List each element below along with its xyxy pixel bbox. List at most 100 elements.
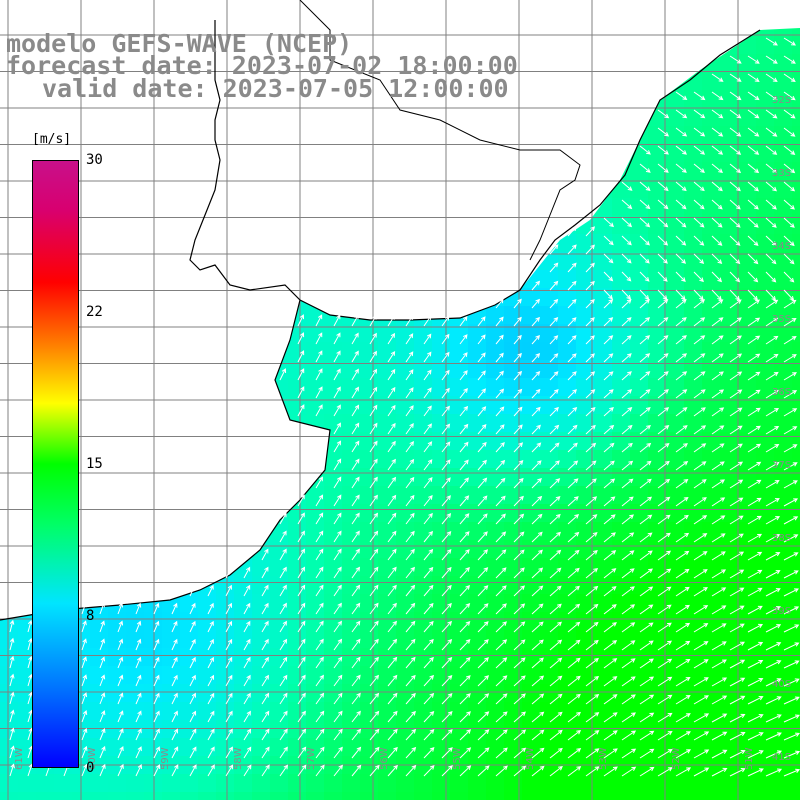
wind-arrow — [423, 584, 434, 597]
wind-arrow — [783, 372, 797, 381]
wind-arrow — [765, 335, 779, 345]
wind-arrow — [585, 353, 595, 363]
wind-cell — [342, 522, 361, 541]
wind-arrow — [693, 731, 710, 741]
wind-cell — [720, 612, 739, 631]
wind-cell — [558, 684, 577, 703]
wind-cell — [720, 774, 739, 793]
wind-cell — [684, 792, 703, 800]
wind-arrow — [567, 657, 581, 669]
wind-arrow — [243, 620, 251, 633]
wind-arrow — [279, 764, 289, 777]
wind-cell — [0, 702, 19, 721]
wind-arrow — [405, 476, 415, 489]
wind-arrow — [693, 335, 706, 345]
wind-cell — [450, 666, 469, 685]
wind-arrow — [351, 332, 359, 345]
wind-arrow — [99, 656, 106, 669]
wind-cell — [648, 648, 667, 667]
wind-cell — [756, 234, 775, 253]
wind-arrow — [765, 371, 779, 381]
wind-cell — [450, 324, 469, 343]
wind-arrow — [459, 729, 472, 741]
wind-cell — [360, 522, 379, 541]
wind-cell — [504, 360, 523, 379]
wind-cell — [504, 630, 523, 649]
wind-arrow — [171, 692, 178, 705]
wind-arrow — [549, 549, 562, 561]
wind-cell — [504, 576, 523, 595]
wind-arrow — [387, 566, 397, 579]
wind-arrow — [765, 588, 781, 597]
wind-arrow — [657, 568, 672, 579]
wind-arrow — [405, 333, 414, 345]
wind-cell — [432, 396, 451, 415]
wind-cell — [576, 774, 595, 793]
wind-arrow — [621, 271, 632, 282]
wind-arrow — [297, 584, 306, 597]
wind-arrow — [765, 91, 778, 101]
wind-cell — [684, 378, 703, 397]
wind-cell — [234, 648, 253, 667]
wind-arrow — [639, 181, 651, 192]
wind-arrow — [675, 335, 687, 345]
wind-cell — [576, 594, 595, 613]
wind-cell — [630, 792, 649, 800]
wind-cell — [36, 792, 55, 800]
wind-cell — [144, 612, 163, 631]
wind-arrow — [585, 280, 595, 291]
wind-cell — [288, 342, 307, 361]
wind-arrow — [387, 404, 396, 417]
wind-arrow — [441, 584, 452, 597]
wind-cell — [720, 252, 739, 271]
wind-arrow — [693, 605, 709, 615]
wind-arrow — [531, 747, 545, 759]
wind-arrow — [603, 271, 614, 282]
wind-cell — [612, 702, 631, 721]
wind-arrow — [729, 569, 745, 579]
wind-cell — [432, 450, 451, 469]
wind-cell — [774, 126, 793, 145]
wind-cell — [360, 612, 379, 631]
wind-cell — [396, 594, 415, 613]
wind-arrow — [9, 655, 15, 669]
wind-cell — [540, 486, 559, 505]
wind-arrow — [441, 333, 450, 345]
wind-arrow — [765, 289, 777, 301]
wind-arrow — [297, 386, 305, 399]
wind-cell — [468, 612, 487, 631]
wind-arrow — [657, 181, 669, 192]
wind-arrow — [531, 316, 540, 327]
wind-arrow — [297, 548, 305, 561]
wind-arrow — [783, 462, 798, 471]
wind-cell — [432, 540, 451, 559]
wind-cell — [648, 198, 667, 217]
wind-cell — [432, 576, 451, 595]
wind-cell — [432, 648, 451, 667]
longitude-label: 55W — [452, 747, 463, 770]
wind-cell — [252, 702, 271, 721]
wind-arrow — [351, 494, 360, 507]
wind-cell — [522, 396, 541, 415]
wind-cell — [594, 612, 613, 631]
wind-cell — [414, 576, 433, 595]
wind-arrow — [693, 641, 709, 651]
wind-cell — [108, 666, 127, 685]
wind-arrow — [675, 389, 688, 399]
wind-cell — [306, 612, 325, 631]
wind-cell — [306, 774, 325, 793]
wind-arrow — [657, 749, 673, 759]
wind-cell — [396, 792, 415, 800]
wind-arrow — [603, 353, 614, 363]
colorbar-tick-22: 22 — [86, 304, 103, 320]
wind-arrow — [9, 727, 15, 741]
wind-cell — [414, 720, 433, 739]
wind-cell — [126, 792, 145, 800]
wind-cell — [630, 414, 649, 433]
wind-cell — [162, 792, 181, 800]
wind-cell — [0, 648, 19, 667]
wind-arrow — [549, 496, 561, 507]
wind-cell — [630, 576, 649, 595]
wind-cell — [126, 648, 145, 667]
wind-arrow — [243, 728, 252, 741]
